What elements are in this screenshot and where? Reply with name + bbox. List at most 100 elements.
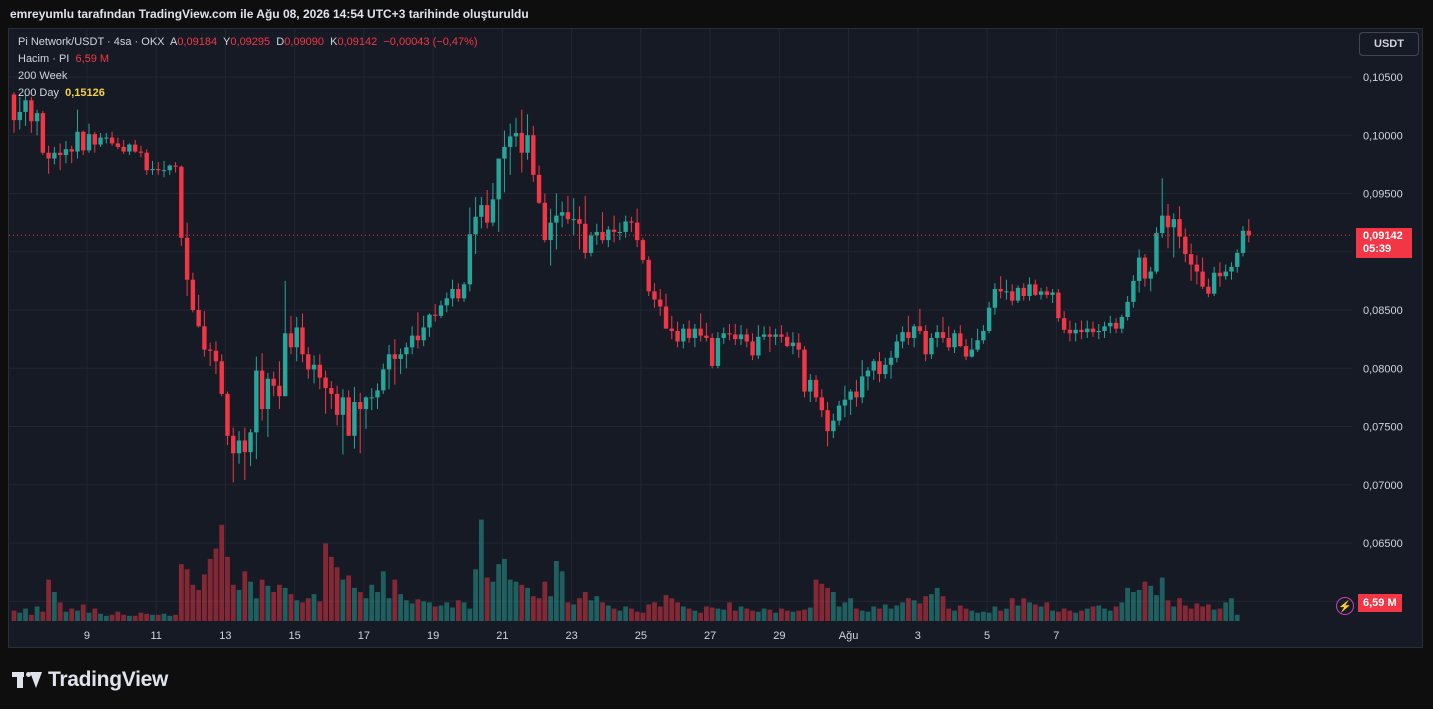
candle-body	[704, 335, 709, 338]
candle-body	[86, 134, 92, 151]
volume-bar	[115, 611, 121, 621]
lightning-icon[interactable]: ⚡	[1336, 597, 1354, 615]
volume-bar	[328, 556, 334, 621]
volume-bar	[51, 592, 57, 621]
volume-bar	[1217, 608, 1223, 621]
close-value: 0,09142	[337, 36, 378, 48]
candle-body	[715, 337, 721, 366]
candle-body	[254, 370, 259, 433]
candle-body	[363, 397, 369, 410]
candle-body	[640, 240, 646, 260]
volume-bar	[455, 600, 461, 621]
volume-bar	[842, 602, 848, 621]
chart-panel[interactable]	[8, 28, 1423, 648]
price-tick-label: 0,06500	[1363, 538, 1403, 550]
candle-body	[1067, 329, 1073, 334]
volume-bar	[929, 594, 934, 621]
candle-body	[1171, 219, 1176, 228]
volume-bar	[796, 610, 802, 621]
candle-body	[167, 165, 172, 171]
volume-bar	[253, 598, 259, 621]
volume-bar	[888, 608, 894, 621]
volume-bar	[340, 579, 346, 621]
candle-body	[473, 216, 478, 235]
candle-body	[1154, 233, 1159, 272]
volume-bar	[242, 571, 248, 621]
volume-bar	[1177, 598, 1182, 621]
candle-body	[1240, 230, 1246, 253]
symbol-label[interactable]: Pi Network/USDT · 4sa · OKX	[18, 36, 165, 48]
price-tick-label: 0,08500	[1363, 305, 1403, 317]
candle-body	[1056, 292, 1061, 319]
candle-body	[104, 137, 109, 139]
volume-bar	[519, 584, 525, 621]
candle-body	[588, 235, 594, 253]
candle-body	[721, 333, 726, 338]
volume-bar	[1194, 603, 1200, 621]
volume-bar	[80, 604, 86, 621]
volume-bar	[1073, 612, 1079, 621]
last-price-tag: 0,09142 05:39	[1356, 228, 1412, 258]
volume-bar	[975, 612, 980, 621]
candle-body	[946, 337, 951, 348]
volume-bar	[605, 605, 611, 621]
low-label: D	[276, 36, 285, 48]
volume-bar	[294, 600, 300, 621]
candle-body	[848, 391, 853, 400]
candle-body	[1206, 286, 1211, 294]
volume-bar	[1171, 606, 1177, 621]
candle-body	[1050, 292, 1055, 295]
volume-bar	[259, 579, 265, 621]
chart-caption: emreyumlu tarafından TradingView.com ile…	[10, 7, 529, 21]
legend-volume-row[interactable]: Hacim · PI 6,59 M	[18, 51, 478, 68]
candle-body	[571, 219, 576, 221]
volume-bar	[1061, 608, 1067, 621]
candle-body	[779, 334, 784, 337]
volume-bar	[865, 611, 871, 621]
candle-body	[392, 354, 398, 359]
volume-bar	[334, 567, 340, 621]
volume-bar	[271, 592, 277, 621]
volume-bar	[784, 610, 790, 621]
candle-body	[456, 289, 461, 299]
legend-ma-day-row[interactable]: 200 Day 0,15126	[18, 85, 478, 102]
candle-body	[796, 342, 801, 350]
candle-body	[334, 393, 340, 415]
candle-body	[675, 330, 680, 342]
volume-bar	[1050, 610, 1055, 621]
currency-button[interactable]: USDT	[1359, 32, 1419, 56]
volume-bar	[819, 583, 825, 621]
volume-bar	[300, 602, 305, 621]
candle-body	[1096, 330, 1101, 333]
candle-body	[548, 222, 553, 241]
candle-body	[825, 410, 830, 432]
candle-body	[906, 332, 911, 338]
volume-label: Hacim · PI	[18, 53, 70, 65]
candle-body	[986, 307, 992, 331]
time-tick-label: Ağu	[839, 630, 859, 642]
tradingview-logo[interactable]: TradingView	[12, 668, 168, 692]
legend-ma-week-row[interactable]: 200 Week	[18, 68, 478, 85]
candle-body	[461, 284, 467, 299]
volume-bar	[490, 581, 496, 621]
volume-bar	[63, 611, 69, 621]
volume-bar	[467, 608, 473, 621]
volume-bar	[1229, 598, 1234, 621]
time-tick-label: 11	[150, 630, 161, 642]
volume-bar	[1234, 614, 1240, 621]
volume-bar	[409, 603, 415, 621]
candle-body	[559, 212, 565, 216]
candle-body	[1177, 219, 1182, 237]
volume-bar	[657, 606, 663, 621]
time-tick-label: 23	[565, 630, 577, 642]
candlesticks	[11, 92, 1251, 483]
candle-body	[790, 342, 796, 347]
candle-body	[663, 306, 669, 329]
candle-body	[554, 215, 559, 223]
candle-body	[502, 146, 507, 159]
candle-body	[611, 229, 617, 232]
candle-body	[150, 169, 155, 171]
open-label: A	[170, 36, 178, 48]
candle-body	[681, 328, 686, 342]
